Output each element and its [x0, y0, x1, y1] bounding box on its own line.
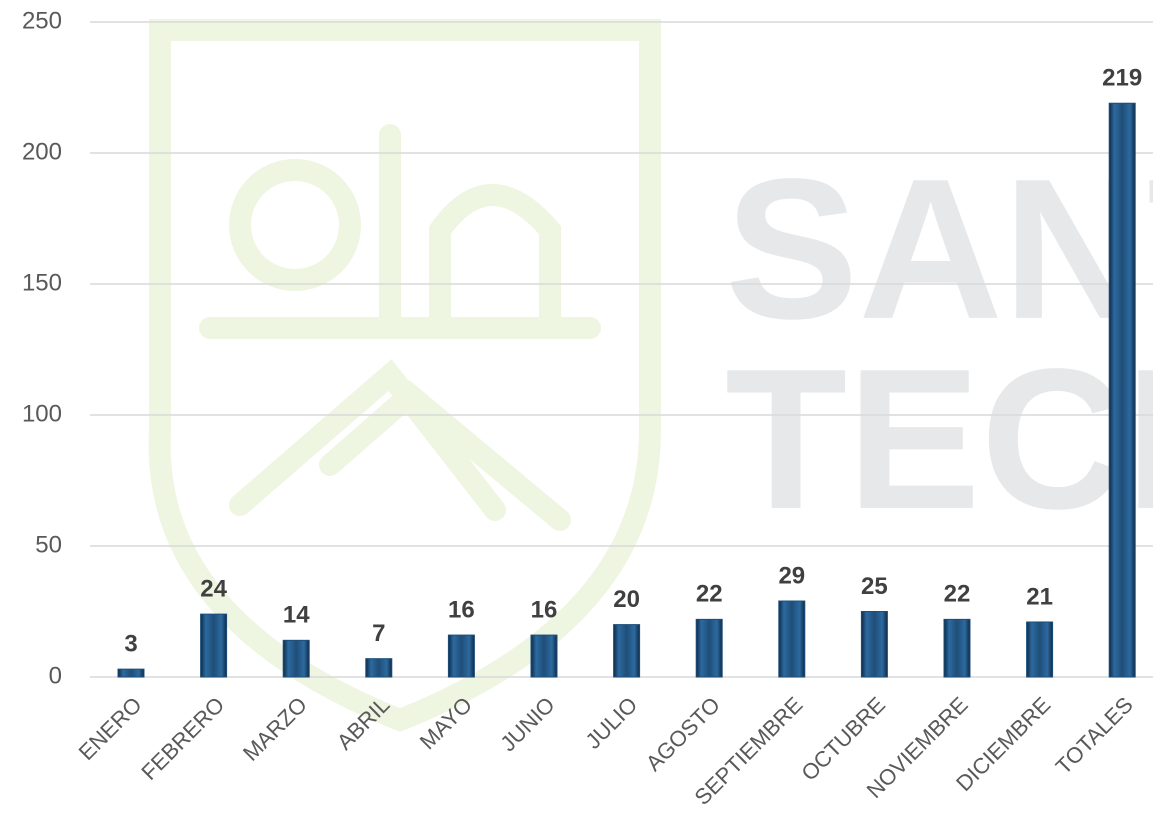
watermark-text: TECLA: [725, 328, 1153, 551]
bar: [779, 601, 805, 677]
bar: [531, 635, 557, 677]
y-tick-label: 150: [22, 269, 62, 296]
value-label: 16: [531, 596, 558, 623]
bar: [861, 612, 887, 678]
value-label: 16: [448, 596, 475, 623]
value-label: 219: [1102, 65, 1142, 92]
bar: [614, 625, 640, 677]
value-label: 21: [1026, 583, 1053, 610]
value-label: 20: [613, 586, 640, 613]
y-tick-label: 100: [22, 400, 62, 427]
bar: [118, 669, 144, 677]
x-tick-label: JUNIO: [495, 692, 559, 756]
bar: [448, 635, 474, 677]
value-label: 25: [861, 573, 888, 600]
value-label: 22: [696, 581, 723, 608]
value-label: 7: [372, 620, 385, 647]
x-tick-label: MARZO: [238, 692, 312, 766]
bar: [201, 614, 227, 677]
y-tick-label: 250: [22, 7, 62, 34]
watermark: SANTATECLA: [725, 138, 1153, 551]
x-tick-label: FEBRERO: [136, 692, 229, 785]
chart: SANTATECLA 0 50 100 150 200 250 3 ENERO 24 FEBRER…: [0, 0, 1153, 836]
watermark-logo: [160, 30, 650, 720]
value-label: 29: [778, 562, 805, 589]
value-label: 24: [200, 575, 227, 602]
x-tick-label: AGOSTO: [641, 692, 725, 776]
value-label: 14: [283, 602, 310, 629]
bar: [283, 640, 309, 677]
y-tick-label: 0: [49, 662, 62, 689]
y-tick-label: 50: [35, 531, 62, 558]
bar: [696, 619, 722, 677]
x-tick-label: JULIO: [580, 692, 642, 754]
x-tick-label: TOTALES: [1051, 692, 1138, 779]
value-label: 3: [124, 630, 137, 657]
bar: [1027, 622, 1053, 677]
bar: [1109, 103, 1135, 677]
x-tick-label: ENERO: [74, 692, 147, 765]
bar: [944, 619, 970, 677]
y-tick-label: 200: [22, 138, 62, 165]
bar: [366, 659, 392, 677]
value-label: 22: [944, 581, 971, 608]
